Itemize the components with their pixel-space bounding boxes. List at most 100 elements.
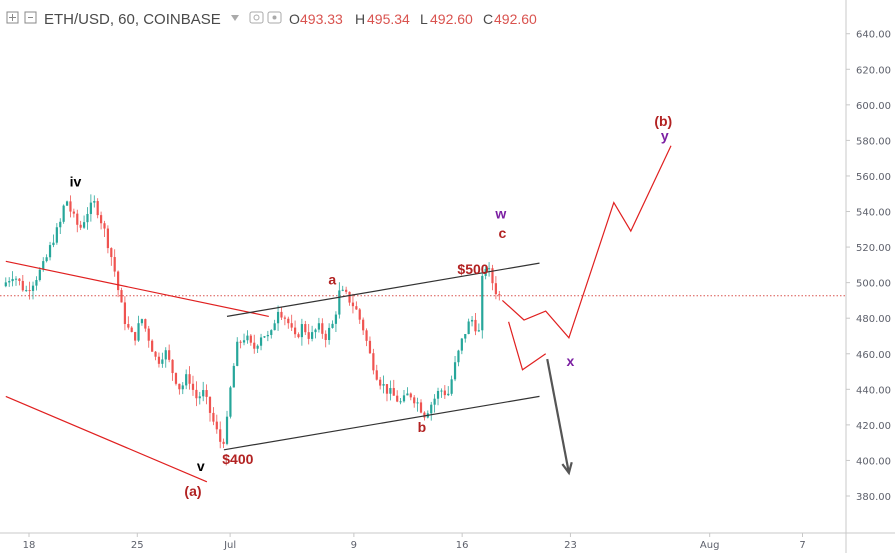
candle <box>212 407 215 426</box>
y-tick-label: 420.00 <box>856 421 891 432</box>
candle <box>297 332 300 339</box>
label-400: $400 <box>222 451 253 467</box>
candle <box>225 410 229 446</box>
candle <box>219 421 222 449</box>
channel-upper-line <box>226 262 540 317</box>
label-a: a <box>328 271 336 287</box>
candle <box>487 262 491 277</box>
candle <box>208 396 212 422</box>
x-tick-label: 7 <box>799 540 805 551</box>
candle <box>106 225 109 254</box>
candle <box>453 356 457 382</box>
candle <box>86 207 89 230</box>
y-tick-label: 380.00 <box>856 492 891 503</box>
crosshair-icon[interactable] <box>6 11 19 24</box>
low-value: 492.60 <box>430 11 473 27</box>
candle <box>195 381 198 407</box>
y-tick-label: 500.00 <box>856 279 891 290</box>
candle <box>21 274 24 292</box>
candle <box>154 350 157 361</box>
candle <box>287 316 290 329</box>
candle <box>171 359 174 381</box>
candle <box>151 339 154 352</box>
label-a-wave: (a) <box>184 483 201 499</box>
candle <box>293 320 297 338</box>
candle <box>273 319 276 331</box>
candle <box>419 399 423 414</box>
candle <box>59 218 62 234</box>
candle <box>426 410 429 419</box>
candle <box>103 220 106 238</box>
candle <box>259 333 263 351</box>
candle <box>331 320 334 329</box>
high-value: 495.34 <box>367 11 410 27</box>
candle <box>140 318 144 326</box>
open-value: 493.33 <box>300 11 343 27</box>
candle <box>481 268 484 339</box>
visibility-icon[interactable] <box>267 11 282 24</box>
open-key: O <box>289 11 300 27</box>
candle <box>249 334 252 346</box>
candle <box>4 277 7 288</box>
candle <box>45 254 48 263</box>
wave-labels: iv v (a) $400 a b $500 wc x (b)y <box>70 113 673 499</box>
time-axis[interactable]: 18 25 Jul 9 16 23 Aug 7 <box>23 533 806 551</box>
candle <box>35 276 38 291</box>
candle <box>130 326 133 333</box>
x-tick-label: 16 <box>456 540 469 551</box>
chart-header: ETH/USD, 60, COINBASE O 493.33 H 495.34 … <box>6 11 537 28</box>
collapse-icon[interactable] <box>24 11 37 24</box>
candle <box>202 381 205 402</box>
candle <box>334 311 338 333</box>
candle <box>457 349 460 367</box>
candle <box>31 281 35 300</box>
chevron-down-icon[interactable] <box>231 15 239 21</box>
label-b-wave: (b) <box>654 113 672 129</box>
candle <box>123 296 127 331</box>
red-lower-line <box>5 395 208 483</box>
candle <box>372 348 375 375</box>
candle <box>69 195 72 218</box>
candle <box>185 369 188 390</box>
settings-icon[interactable] <box>249 11 264 24</box>
candle <box>96 198 99 219</box>
candle <box>14 276 18 286</box>
y-tick-label: 640.00 <box>856 30 891 41</box>
candle <box>402 390 406 403</box>
candle <box>467 318 470 335</box>
candle <box>270 329 273 339</box>
y-tick-label: 540.00 <box>856 208 891 219</box>
candle <box>137 315 140 342</box>
candle <box>283 315 286 326</box>
candle <box>266 330 269 342</box>
candle <box>358 308 361 324</box>
candle <box>379 376 382 390</box>
candle <box>433 394 436 413</box>
candle <box>11 271 14 287</box>
price-axis[interactable]: 380.00 400.00 420.00 440.00 460.00 480.00 500.… <box>846 30 891 503</box>
label-y: y <box>661 127 669 143</box>
y-tick-label: 400.00 <box>856 456 891 467</box>
candle <box>256 344 259 354</box>
label-b: b <box>418 419 427 435</box>
symbol-title[interactable]: ETH/USD, 60, COINBASE <box>44 11 221 28</box>
candle <box>321 318 324 339</box>
y-tick-label: 560.00 <box>856 172 891 183</box>
candle <box>263 335 266 338</box>
candle <box>232 363 235 388</box>
label-500: $500 <box>457 261 488 277</box>
candle <box>144 318 147 332</box>
candle <box>307 323 310 345</box>
candle <box>205 384 208 405</box>
candle <box>447 386 450 397</box>
candle <box>280 307 283 321</box>
candle <box>198 391 201 405</box>
candle <box>28 281 31 300</box>
candle <box>470 316 474 327</box>
candle <box>110 247 113 266</box>
candle <box>464 334 467 343</box>
candle <box>396 390 399 403</box>
candle <box>127 316 130 330</box>
x-tick-label: Aug <box>700 540 720 551</box>
